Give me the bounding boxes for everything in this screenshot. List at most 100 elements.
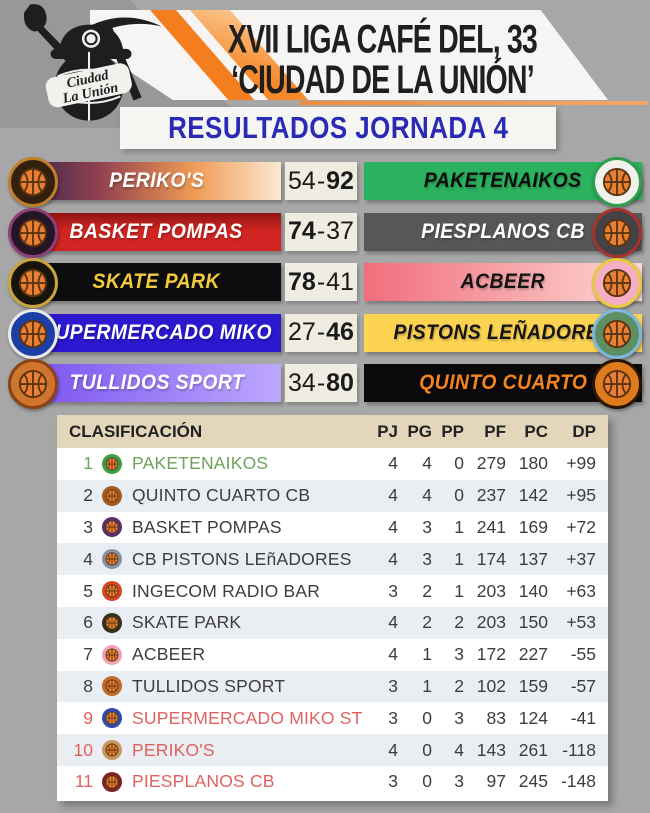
pj-value: 4: [388, 739, 398, 760]
away-team-name: ACBEER: [460, 270, 546, 293]
home-team-logo-icon: [8, 308, 58, 359]
standings-header: CLASIFICACIÓN PJ PG PP PF PC DP: [57, 415, 608, 448]
pc-value: 180: [518, 453, 548, 474]
basketball-icon: [18, 268, 48, 298]
score-box: 27 - 46: [285, 313, 357, 352]
pc-value: 245: [518, 771, 548, 792]
col-pp: PP: [441, 421, 464, 441]
pp-value: 0: [454, 453, 464, 474]
basketball-icon: [18, 369, 48, 399]
away-team-logo-icon: [592, 157, 642, 207]
match-row: PERIKO'S 54 - 92 PAKETENAIKOS: [0, 157, 650, 211]
col-pj: PJ: [377, 421, 398, 441]
league-title-line1: XVII LIGA CAFÉ DEL, 33: [228, 17, 538, 62]
match-row: SKATE PARK 78 - 41 ACBEER: [0, 258, 650, 312]
home-team-name: PERIKO'S: [108, 169, 205, 192]
results-list: PERIKO'S 54 - 92 PAKETENAIKOS BASKET POM…: [0, 157, 650, 413]
rank: 2: [83, 485, 93, 506]
pf-value: 241: [476, 516, 506, 537]
basketball-icon: [602, 167, 632, 197]
dp-value: -118: [562, 739, 596, 760]
team-name: CB PISTONS LEñADORES: [132, 548, 352, 569]
pj-value: 3: [388, 707, 398, 728]
home-team-logo-icon: [8, 207, 58, 258]
standings-row: 7 ACBEER 4 1 3 172 227 -55: [57, 639, 608, 671]
away-team-logo-icon: [592, 359, 642, 409]
pc-value: 227: [518, 644, 548, 665]
away-team-logo-icon: [592, 258, 642, 308]
pg-value: 0: [422, 771, 432, 792]
home-team-bar: BASKET POMPAS: [32, 212, 281, 251]
basketball-icon: [602, 218, 632, 247]
basketball-icon: [105, 552, 119, 566]
standings-row: 11 PIESPLANOS CB 3 0 3 97 245 -148: [57, 766, 608, 798]
team-name: SUPERMERCADO MIKO ST: [132, 707, 363, 728]
pf-value: 279: [476, 453, 506, 474]
standings-row: 5 INGECOM RADIO BAR 3 2 1 203 140 +63: [57, 575, 608, 607]
pf-value: 83: [486, 707, 506, 728]
pf-value: 143: [476, 739, 506, 760]
home-team-bar: SUPERMERCADO MIKO: [32, 313, 281, 352]
team-name: INGECOM RADIO BAR: [132, 580, 321, 601]
home-team-name: BASKET POMPAS: [69, 219, 244, 243]
team-name: SKATE PARK: [132, 612, 242, 633]
pc-value: 261: [518, 739, 548, 760]
rank: 9: [83, 707, 93, 728]
jornada-subtitle: RESULTADOS JORNADA 4: [167, 110, 509, 145]
basketball-icon: [602, 319, 632, 348]
col-dp: DP: [572, 421, 596, 441]
standings-row: 9 SUPERMERCADO MIKO ST 3 0 3 83 124 -41: [57, 702, 608, 734]
pf-value: 203: [476, 580, 506, 601]
pg-value: 0: [422, 707, 432, 728]
rank: 8: [83, 675, 93, 696]
pf-value: 172: [476, 644, 506, 665]
team-name: TULLIDOS SPORT: [132, 675, 286, 696]
home-score: 34: [288, 368, 316, 397]
team-logo-icon: [102, 612, 122, 633]
pc-value: 150: [518, 612, 548, 633]
pc-value: 137: [518, 548, 548, 569]
basketball-icon: [602, 369, 632, 399]
home-score: 78: [288, 267, 316, 296]
basketball-icon: [105, 711, 119, 725]
dp-value: +95: [566, 485, 596, 506]
home-team-name: SKATE PARK: [92, 270, 221, 293]
rank: 11: [74, 771, 93, 792]
pj-value: 4: [388, 548, 398, 569]
team-name: PERIKO'S: [132, 739, 215, 760]
pp-value: 4: [454, 739, 464, 760]
pc-value: 140: [518, 580, 548, 601]
away-team-name: PISTONS LEÑADORES: [393, 320, 613, 344]
pg-value: 4: [422, 453, 432, 474]
home-team-name: SUPERMERCADO MIKO: [41, 320, 272, 344]
basketball-icon: [105, 489, 119, 503]
team-cell: 3 BASKET POMPAS: [69, 517, 364, 538]
away-team-logo-icon: [592, 207, 642, 258]
standings-card: CLASIFICACIÓN PJ PG PP PF PC DP 1 PAKETE…: [57, 415, 608, 801]
score-box: 74 - 37: [285, 212, 357, 251]
basketball-icon: [105, 743, 119, 757]
basketball-icon: [105, 648, 119, 662]
basketball-icon: [105, 457, 119, 471]
away-team-logo-icon: [592, 308, 642, 359]
rank: 4: [83, 548, 93, 569]
basketball-icon: [18, 319, 48, 348]
team-name: ACBEER: [132, 644, 206, 665]
rank: 5: [83, 580, 93, 601]
pj-value: 3: [388, 771, 398, 792]
pj-value: 3: [388, 580, 398, 601]
standings-row: 1 PAKETENAIKOS 4 4 0 279 180 +99: [57, 448, 608, 480]
rank: 1: [83, 453, 93, 474]
basketball-icon: [105, 520, 119, 535]
ciudad-la-union-logo-icon: Ciudad La Unión: [2, 0, 174, 124]
away-score: 80: [326, 368, 354, 397]
pp-value: 1: [454, 548, 464, 569]
match-row: BASKET POMPAS 74 - 37 PIESPLANOS CB: [0, 207, 650, 262]
rank: 7: [83, 644, 93, 665]
pg-value: 1: [422, 644, 432, 665]
team-cell: 11 PIESPLANOS CB: [69, 771, 364, 792]
home-team-bar: TULLIDOS SPORT: [32, 364, 281, 402]
home-team-bar: PERIKO'S: [32, 162, 281, 200]
team-logo-icon: [102, 771, 122, 792]
dp-value: -148: [560, 771, 596, 792]
